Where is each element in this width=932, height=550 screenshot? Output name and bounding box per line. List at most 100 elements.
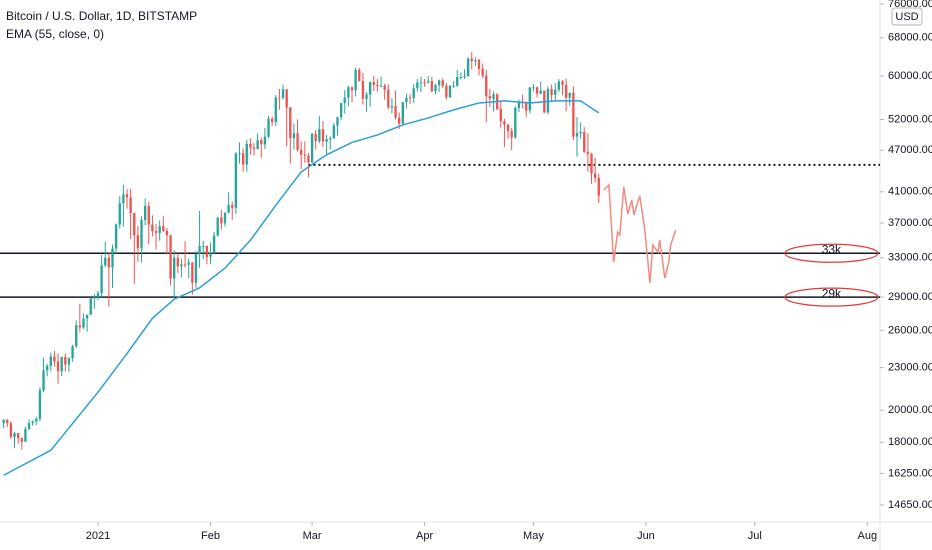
candle-body [274, 97, 277, 123]
y-tick-label: 41000.00 [888, 186, 932, 198]
candle-body [173, 257, 176, 279]
candle-body [245, 143, 248, 165]
candle-body [285, 89, 288, 108]
candle-body [423, 82, 426, 84]
ema-line [3, 100, 600, 476]
candle-body [488, 96, 492, 99]
candle-body [336, 117, 339, 126]
candle-body [125, 194, 129, 198]
candle-body [314, 133, 317, 142]
candle-body [564, 84, 568, 98]
y-tick-label: 20000.00 [888, 404, 932, 416]
candle-body [20, 438, 23, 442]
candle-body [470, 58, 473, 62]
currency-label: USD [895, 11, 918, 23]
candle-body [503, 121, 506, 125]
candle-body [60, 357, 63, 372]
candle-body [96, 293, 100, 298]
candle-body [310, 133, 314, 163]
candle-body [583, 131, 586, 152]
currency-badge [891, 7, 923, 26]
candle-body [466, 58, 470, 76]
candle-body [31, 421, 34, 424]
candle-body [419, 82, 423, 84]
candle-body [557, 81, 561, 90]
y-tick-label: 76000.00 [888, 0, 932, 10]
candle-body [205, 245, 209, 257]
candle-body [372, 82, 375, 85]
candle-body [35, 418, 38, 422]
candle-body [114, 224, 118, 249]
y-tick-label: 29000.00 [888, 291, 932, 303]
y-tick-label: 60000.00 [888, 70, 932, 82]
candle-body [289, 107, 292, 139]
candle-body [154, 231, 158, 233]
candle-body [49, 356, 52, 366]
candle-body [437, 80, 441, 86]
candle-body [16, 433, 20, 439]
candle-body [13, 433, 16, 437]
candle-body [151, 224, 154, 232]
candle-body [278, 97, 281, 99]
y-tick-label: 47000.00 [888, 144, 932, 156]
candle-body [434, 85, 437, 92]
candle-body [260, 140, 263, 145]
candle-body [64, 357, 67, 365]
annotation-ellipse [784, 287, 879, 307]
y-tick-label: 37000.00 [888, 217, 932, 229]
candle-body [593, 173, 597, 178]
candle-body [6, 419, 9, 424]
y-tick-label: 52000.00 [888, 113, 932, 125]
candle-body [71, 346, 74, 359]
candle-body [307, 155, 310, 163]
candle-body [187, 262, 190, 265]
candle-body [397, 117, 401, 124]
x-tick-label: Jul [748, 530, 762, 542]
candle-body [267, 118, 270, 137]
candle-body [405, 97, 408, 103]
candle-body [111, 248, 114, 268]
candle-body [38, 390, 42, 419]
candle-body [238, 153, 241, 155]
x-tick-label: Aug [858, 530, 878, 542]
candle-body [249, 143, 252, 148]
candle-body [358, 69, 361, 82]
candle-body [572, 92, 575, 137]
candle-body [143, 205, 147, 220]
candle-body [390, 106, 394, 108]
candle-body [528, 87, 531, 111]
x-tick-label: 2021 [86, 530, 110, 542]
y-tick-label: 18000.00 [888, 436, 932, 448]
candle-body [368, 82, 372, 95]
candle-body [416, 82, 419, 89]
candle-body [586, 151, 590, 154]
candle-body [133, 212, 136, 236]
x-tick-label: Mar [303, 530, 322, 542]
candle-body [365, 94, 368, 99]
candle-body [590, 153, 593, 174]
candle-body [231, 204, 234, 208]
candle-body [56, 361, 60, 372]
candle-body [379, 85, 383, 87]
candle-body [550, 89, 553, 95]
candle-body [176, 257, 179, 267]
candle-body [408, 97, 412, 99]
candle-body [427, 81, 430, 83]
projection-line [603, 183, 677, 284]
candle-body [387, 89, 390, 108]
candle-body [85, 314, 89, 319]
candle-body [75, 325, 78, 347]
candle-body [303, 154, 307, 156]
candle-body [412, 88, 415, 99]
candle-body [481, 68, 484, 76]
y-tick-label: 23000.00 [888, 362, 932, 374]
y-tick-label: 26000.00 [888, 324, 932, 336]
candle-body [89, 298, 92, 315]
candle-body [539, 90, 542, 94]
candle-body [532, 87, 535, 89]
candle-body [517, 102, 521, 108]
candle-body [561, 81, 564, 85]
annotation-ellipse [784, 243, 879, 263]
candle-body [554, 89, 557, 95]
